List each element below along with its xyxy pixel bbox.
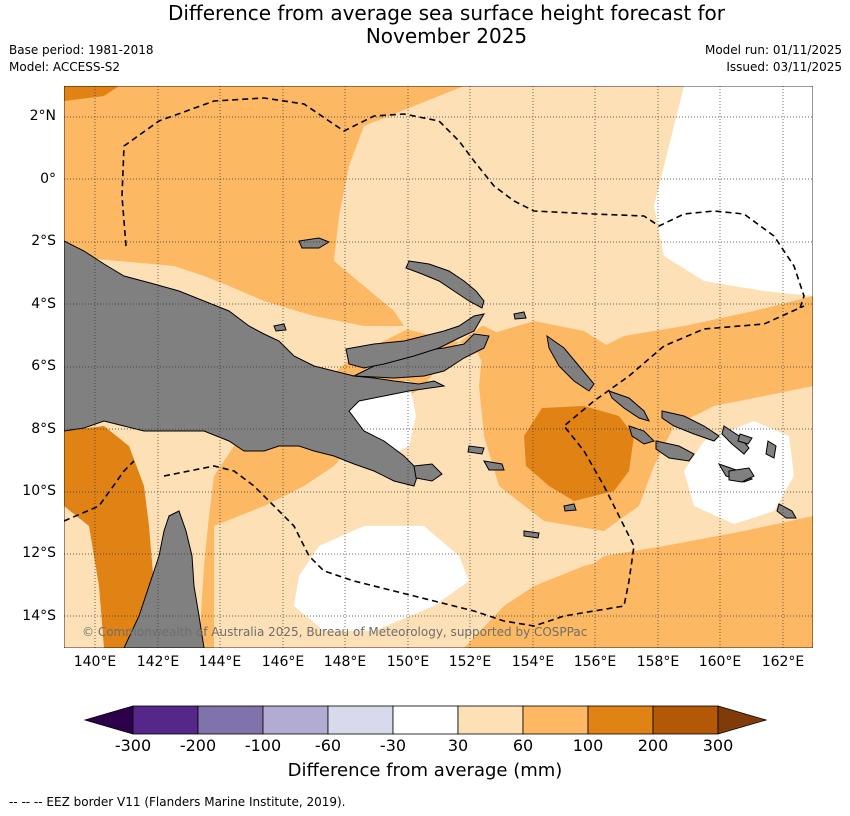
land-new-guinea: [64, 240, 446, 487]
lon-label-154e: 154°E: [511, 654, 555, 670]
land-choiseul: [608, 390, 650, 422]
lon-label-158e: 158°E: [636, 654, 680, 670]
land-islet-bismarck: [513, 311, 527, 320]
anomaly-region-60-100-west: [64, 86, 464, 326]
colorbar-swatch-9: [652, 705, 719, 735]
lat-label-2n: 2°N: [29, 108, 56, 124]
lon-label-152e: 152°E: [448, 654, 492, 670]
colorbar-tick: -300: [114, 736, 152, 755]
colorbar-tick: 200: [637, 736, 669, 755]
land-cape-york: [123, 510, 205, 648]
anomaly-region-100-200: [524, 406, 634, 501]
chart-title: Difference from average sea surface heig…: [0, 2, 850, 48]
lat-label-14s: 14°S: [22, 608, 56, 624]
colorbar-swatch-5: [392, 705, 459, 735]
land-espiritu-santo: [728, 467, 755, 483]
land-islet-coral: [563, 503, 577, 512]
colorbar-swatch-1: [132, 705, 199, 735]
land-vanuatu-south: [776, 503, 797, 519]
colorbar-tick: 60: [512, 736, 534, 755]
land-new-britain: [345, 313, 485, 369]
lon-label-146e: 146°E: [261, 654, 305, 670]
issued-date: Issued: 03/11/2025: [726, 60, 842, 74]
lat-label-2s: 2°S: [31, 233, 56, 249]
land-guadalcanal: [655, 440, 695, 462]
anomaly-region-100-200-corner: [64, 86, 119, 101]
lon-label-142e: 142°E: [136, 654, 180, 670]
graticule: [64, 86, 813, 648]
lon-label-156e: 156°E: [573, 654, 617, 670]
land-rossel: [523, 530, 540, 539]
land-louisiade: [483, 460, 505, 471]
colorbar-extend-high: [717, 705, 768, 735]
land-vanuatu-north: [765, 440, 777, 459]
title-line-2: November 2025: [365, 24, 528, 48]
colorbar-tick: 30: [447, 736, 469, 755]
model-run: Model run: 01/11/2025: [704, 43, 842, 57]
base-period: Base period: 1981-2018: [9, 43, 154, 57]
land-trobriand: [467, 445, 485, 455]
land-santa-isabel: [661, 410, 720, 442]
colorbar-swatch-8: [587, 705, 654, 735]
colorbar-tick: 100: [572, 736, 604, 755]
eez-borders: [64, 97, 805, 627]
lat-label-0: 0°: [40, 171, 56, 187]
colorbar-tick: -30: [379, 736, 407, 755]
land-bougainville: [546, 334, 595, 392]
forecast-map: [64, 86, 813, 648]
lon-label-160e: 160°E: [698, 654, 742, 670]
colorbar-tick: -100: [244, 736, 282, 755]
model-name: Model: ACCESS-S2: [9, 60, 121, 74]
meta-right: Model run: 01/11/2025 Issued: 03/11/2025: [705, 42, 842, 76]
colorbar-tick: -60: [314, 736, 342, 755]
lat-label-12s: 12°S: [22, 545, 56, 561]
colorbar: [83, 705, 768, 735]
lat-label-6s: 6°S: [31, 358, 56, 374]
land-new-ireland: [405, 260, 485, 309]
colorbar-tick: -200: [179, 736, 217, 755]
meta-left: Base period: 1981-2018 Model: ACCESS-S2: [9, 42, 154, 76]
colorbar-swatch-4: [327, 705, 394, 735]
land-new-georgia: [628, 425, 655, 445]
colorbar-swatch-3: [262, 705, 329, 735]
lat-label-4s: 4°S: [31, 296, 56, 312]
lon-label-140e: 140°E: [73, 654, 117, 670]
anomaly-region-near-zero-coral: [294, 526, 469, 631]
eez-footnote: -- -- -- EEZ border V11 (Flanders Marine…: [9, 795, 346, 809]
colorbar-swatch-6: [457, 705, 524, 735]
colorbar-swatch-2: [197, 705, 264, 735]
colorbar-tick: 300: [702, 736, 734, 755]
lon-label-150e: 150°E: [386, 654, 430, 670]
colorbar-title: Difference from average (mm): [287, 760, 563, 781]
title-line-1: Difference from average sea surface heig…: [167, 1, 726, 25]
copyright-notice: © Commonwealth of Australia 2025, Bureau…: [82, 625, 588, 639]
lon-label-144e: 144°E: [198, 654, 242, 670]
land-santa-cruz: [737, 433, 753, 445]
colorbar-swatch-7: [522, 705, 589, 735]
lat-label-10s: 10°S: [22, 483, 56, 499]
colorbar-extend-low: [83, 705, 134, 735]
land-dentrecasteaux: [413, 463, 443, 482]
anomaly-region-100-200-west: [64, 426, 159, 648]
lon-label-162e: 162°E: [761, 654, 805, 670]
land-manus: [298, 237, 331, 249]
lon-label-148e: 148°E: [323, 654, 367, 670]
anomaly-region-near-zero-ne: [654, 86, 813, 296]
lat-label-8s: 8°S: [31, 421, 56, 437]
